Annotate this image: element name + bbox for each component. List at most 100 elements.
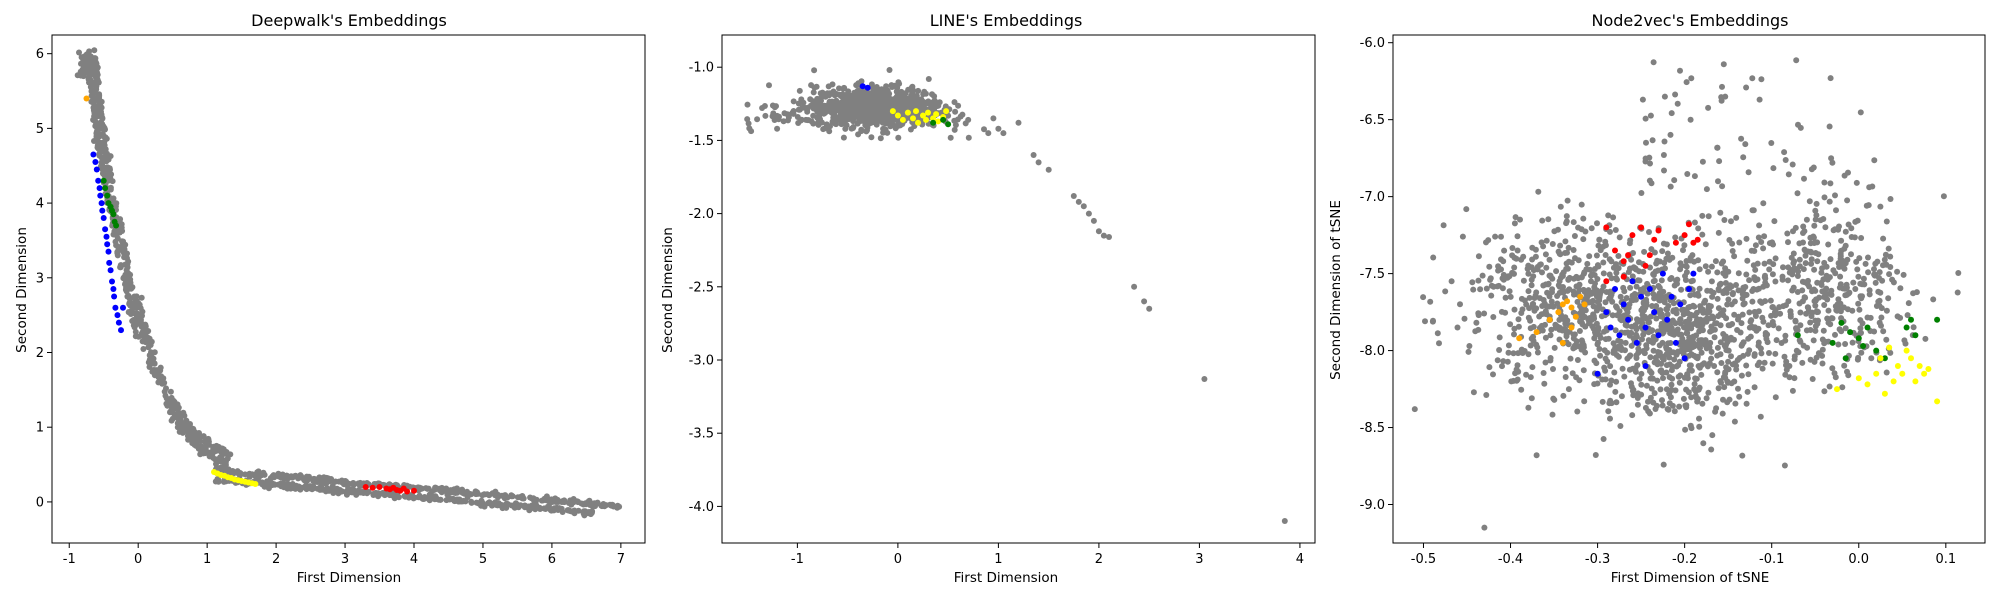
gray-node-point xyxy=(1641,285,1647,292)
gray-node-point xyxy=(1901,337,1908,344)
gray-node-point xyxy=(1704,287,1711,294)
gray-node-point xyxy=(1560,392,1567,399)
gray-node-point xyxy=(1582,323,1589,330)
gray-node-point xyxy=(1757,298,1764,305)
gray-node-point xyxy=(1602,355,1609,362)
x-tick-label: 2 xyxy=(272,552,280,567)
gray-node-point xyxy=(1708,263,1715,270)
gray-node-point xyxy=(447,489,454,496)
gray-node-point xyxy=(1740,352,1747,359)
gray-node-point xyxy=(1569,370,1576,377)
gray-node-point xyxy=(1740,284,1747,291)
gray-node-point xyxy=(1676,358,1683,365)
gray-node-point xyxy=(1599,398,1606,405)
gray-node-point xyxy=(1769,360,1776,367)
gray-node-point xyxy=(1626,240,1633,247)
gray-node-point xyxy=(1542,359,1549,366)
gray-node-point xyxy=(586,497,593,504)
gray-node-point xyxy=(1573,273,1580,280)
gray-node-point xyxy=(1528,276,1535,283)
gray-node-point xyxy=(1617,423,1624,429)
gray-node-point xyxy=(855,131,862,138)
gray-node-point xyxy=(1603,289,1610,295)
gray-node-point xyxy=(1680,247,1686,254)
gray-node-point xyxy=(1636,375,1643,382)
gray-node-point xyxy=(1549,289,1555,296)
gray-node-point xyxy=(1676,403,1683,410)
gray-node-point xyxy=(1664,311,1671,318)
gray-node-point xyxy=(1746,324,1753,331)
gray-node-point xyxy=(1501,247,1508,254)
colored-node-point xyxy=(114,312,121,319)
gray-node-point xyxy=(145,344,152,351)
gray-node-point xyxy=(1848,251,1854,258)
gray-node-point xyxy=(375,490,382,497)
gray-node-point xyxy=(1844,197,1851,204)
gray-node-point xyxy=(1668,387,1675,393)
gray-node-point xyxy=(1731,418,1738,425)
gray-node-point xyxy=(120,238,127,245)
gray-node-point xyxy=(1714,344,1721,351)
gray-node-point xyxy=(519,493,526,500)
gray-node-point xyxy=(1686,303,1693,310)
gray-node-point xyxy=(1530,323,1537,330)
gray-node-point xyxy=(1606,271,1613,278)
x-tick-label: 7 xyxy=(617,552,625,567)
gray-node-point xyxy=(1687,257,1694,264)
gray-node-point xyxy=(466,490,473,497)
gray-node-point xyxy=(1573,342,1580,349)
gray-node-point xyxy=(1592,452,1599,458)
gray-node-point xyxy=(1849,307,1856,314)
gray-node-point xyxy=(1650,278,1657,285)
gray-node-point xyxy=(1738,372,1745,379)
gray-node-point xyxy=(1823,263,1830,270)
gray-node-point xyxy=(1827,321,1834,328)
gray-node-point xyxy=(1872,279,1879,286)
gray-node-point xyxy=(1573,283,1580,290)
gray-node-point xyxy=(1106,234,1112,240)
x-tick-label: -0.3 xyxy=(1585,552,1610,567)
gray-node-point xyxy=(1609,312,1616,319)
gray-node-point xyxy=(1015,119,1022,126)
colored-node-point xyxy=(1642,363,1649,369)
gray-node-point xyxy=(1646,229,1652,235)
gray-node-point xyxy=(1623,295,1630,301)
gray-node-point xyxy=(1588,298,1595,305)
gray-node-point xyxy=(472,488,479,495)
gray-node-point xyxy=(1578,337,1585,344)
gray-node-point xyxy=(1880,262,1886,269)
colored-node-point xyxy=(104,192,111,199)
colored-node-point xyxy=(1864,324,1871,331)
gray-node-point xyxy=(1807,319,1814,326)
gray-node-point xyxy=(1885,245,1892,252)
gray-node-point xyxy=(1818,282,1825,288)
colored-node-point xyxy=(1629,278,1636,285)
gray-node-point xyxy=(1887,196,1894,202)
gray-node-point xyxy=(1540,370,1547,376)
gray-node-point xyxy=(1782,332,1789,339)
gray-node-point xyxy=(177,413,184,420)
gray-node-point xyxy=(1619,365,1626,372)
colored-node-point xyxy=(1629,232,1636,239)
gray-node-point xyxy=(886,67,893,73)
gray-node-point xyxy=(1565,276,1572,283)
gray-node-point xyxy=(850,118,857,125)
gray-node-point xyxy=(324,477,331,484)
gray-node-point xyxy=(931,104,938,111)
gray-node-point xyxy=(1720,374,1727,381)
gray-node-point xyxy=(1782,337,1789,344)
gray-node-point xyxy=(218,464,225,471)
gray-node-point xyxy=(1525,288,1532,295)
gray-node-point xyxy=(117,264,124,271)
gray-node-point xyxy=(1827,256,1834,263)
gray-node-point xyxy=(1636,259,1642,266)
colored-node-point xyxy=(1625,252,1632,259)
gray-node-point xyxy=(100,125,107,132)
gray-node-point xyxy=(1515,323,1522,330)
gray-node-point xyxy=(1514,233,1521,240)
gray-node-point xyxy=(858,117,865,124)
gray-node-point xyxy=(1743,84,1750,91)
gray-node-point xyxy=(504,501,511,507)
node2vec-chart: Node2vec's Embeddings First Dimension of… xyxy=(1328,11,1986,586)
gray-node-point xyxy=(1797,309,1804,316)
